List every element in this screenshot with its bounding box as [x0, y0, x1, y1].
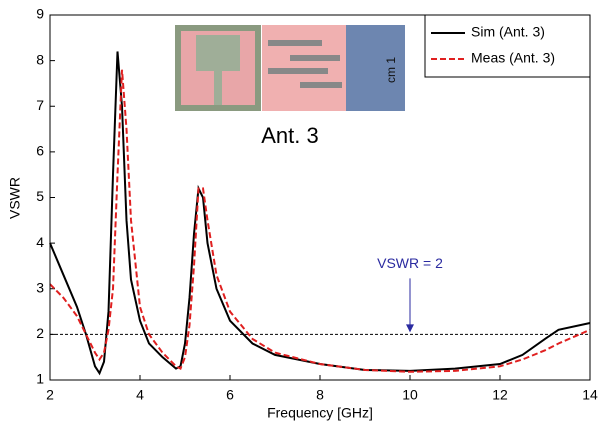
y-axis-label: VSWR [7, 177, 23, 219]
photo-strip [268, 40, 322, 46]
photo-strip [268, 68, 328, 74]
x-tick-label: 4 [136, 387, 144, 403]
x-tick-label: 10 [402, 387, 418, 403]
inset-label: Ant. 3 [261, 123, 318, 148]
y-tick-label: 1 [36, 371, 44, 387]
x-tick-label: 8 [316, 387, 324, 403]
photo-ruler [346, 25, 405, 111]
plot-frame [49, 14, 591, 381]
y-tick-label: 5 [36, 188, 44, 204]
y-tick-label: 8 [36, 51, 44, 67]
y-tick-label: 2 [36, 325, 44, 341]
x-tick-label: 2 [46, 387, 54, 403]
series-line [49, 69, 591, 373]
inset-photo: cm 1 [175, 25, 405, 111]
photo-strip [300, 82, 342, 88]
y-tick-label: 7 [36, 97, 44, 113]
x-tick-label: 12 [492, 387, 508, 403]
x-axis-label: Frequency [GHz] [267, 405, 373, 421]
photo-patch [196, 35, 240, 71]
y-tick-label: 6 [36, 143, 44, 159]
legend-label: Meas (Ant. 3) [471, 50, 555, 66]
annotation-text: VSWR = 2 [377, 255, 443, 271]
photo-strip [290, 55, 340, 61]
y-tick-label: 4 [36, 234, 44, 250]
ruler-label: cm 1 [384, 57, 398, 83]
legend-box [424, 14, 591, 78]
y-tick-label: 9 [36, 6, 44, 22]
photo-feed [214, 71, 222, 105]
x-tick-label: 6 [226, 387, 234, 403]
legend-label: Sim (Ant. 3) [471, 24, 545, 40]
x-tick-label: 14 [582, 387, 598, 403]
annotation-arrowhead [406, 324, 414, 333]
y-tick-label: 3 [36, 279, 44, 295]
